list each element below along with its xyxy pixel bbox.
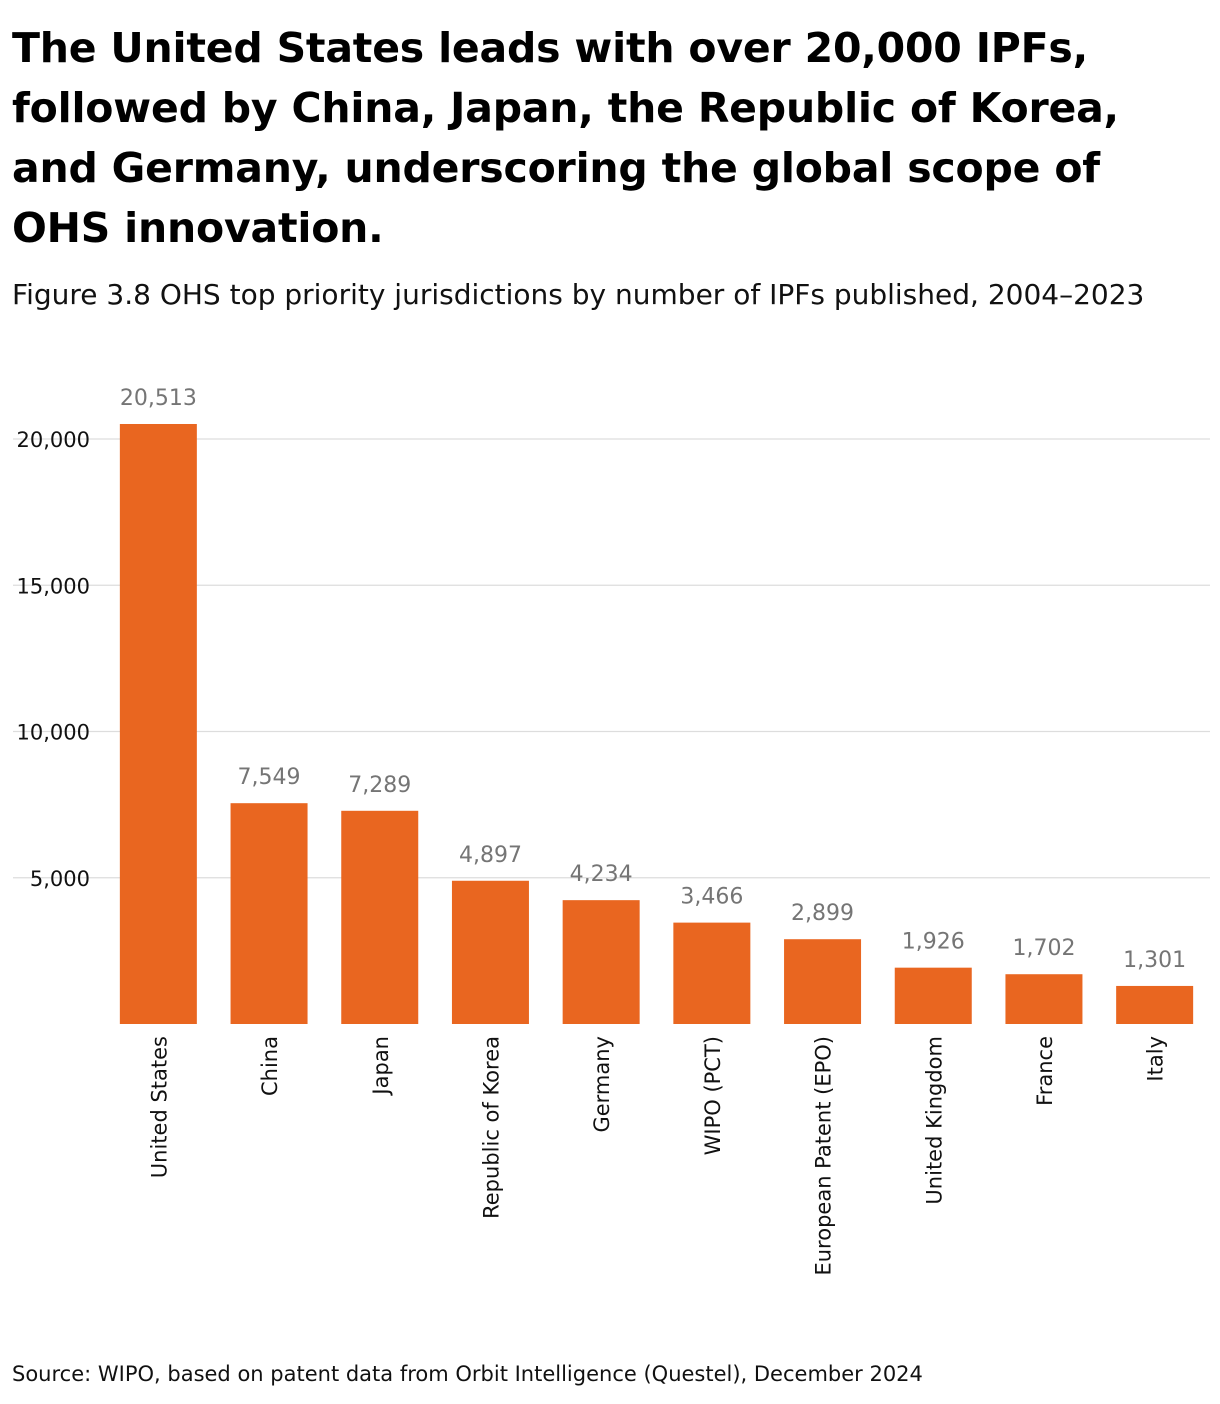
bar xyxy=(230,803,308,1024)
gridlines xyxy=(13,438,1210,879)
bar xyxy=(1005,974,1083,1024)
data-label: 7,289 xyxy=(348,773,411,798)
data-label: 20,513 xyxy=(120,386,197,411)
bar xyxy=(673,922,751,1024)
data-label: 1,926 xyxy=(902,930,965,955)
data-label: 4,897 xyxy=(459,843,522,868)
bar xyxy=(1116,985,1194,1024)
figure-subtitle: Figure 3.8 OHS top priority jurisdiction… xyxy=(12,278,1145,311)
data-labels: 20,513 7,549 7,289 4,897 4,234 3,466 2,899 1,92… xyxy=(120,386,1186,973)
x-tick-label: Japan xyxy=(369,1036,393,1097)
x-tick-label: European Patent (EPO) xyxy=(812,1036,836,1276)
data-label: 2,899 xyxy=(791,901,854,926)
x-tick-label: China xyxy=(258,1036,282,1096)
x-tick-label: United Kingdom xyxy=(922,1036,946,1205)
x-tick-label: Republic of Korea xyxy=(479,1036,503,1219)
bar xyxy=(451,880,529,1024)
data-label: 7,549 xyxy=(238,765,301,790)
bar xyxy=(562,900,640,1024)
y-axis-ticks: 5,000 10,000 15,000 20,000 xyxy=(17,428,90,891)
bar xyxy=(894,967,972,1024)
data-label: 3,466 xyxy=(680,885,743,910)
data-label: 1,702 xyxy=(1012,936,1075,961)
bar xyxy=(119,423,197,1024)
chart-headline: The United States leads with over 20,000… xyxy=(12,24,1119,252)
source-note: Source: WIPO, based on patent data from … xyxy=(12,1362,923,1386)
x-tick-label: United States xyxy=(147,1036,171,1178)
bars xyxy=(119,423,1194,1024)
x-tick-label: Italy xyxy=(1144,1036,1168,1082)
x-tick-label: Germany xyxy=(590,1036,614,1133)
x-tick-label: WIPO (PCT) xyxy=(701,1036,725,1155)
y-tick-label: 20,000 xyxy=(17,428,90,452)
bar xyxy=(784,939,862,1024)
y-tick-label: 5,000 xyxy=(30,867,90,891)
y-tick-label: 15,000 xyxy=(17,574,90,598)
x-axis-ticks: United States China Japan Republic of Korea… xyxy=(147,1036,1167,1276)
data-label: 4,234 xyxy=(570,862,633,887)
y-tick-label: 10,000 xyxy=(17,721,90,745)
bar xyxy=(341,810,419,1024)
bar-chart: 5,000 10,000 15,000 20,000 20,513 7,549 7,289… xyxy=(13,386,1210,1276)
data-label: 1,301 xyxy=(1123,948,1186,973)
x-tick-label: France xyxy=(1033,1036,1057,1106)
